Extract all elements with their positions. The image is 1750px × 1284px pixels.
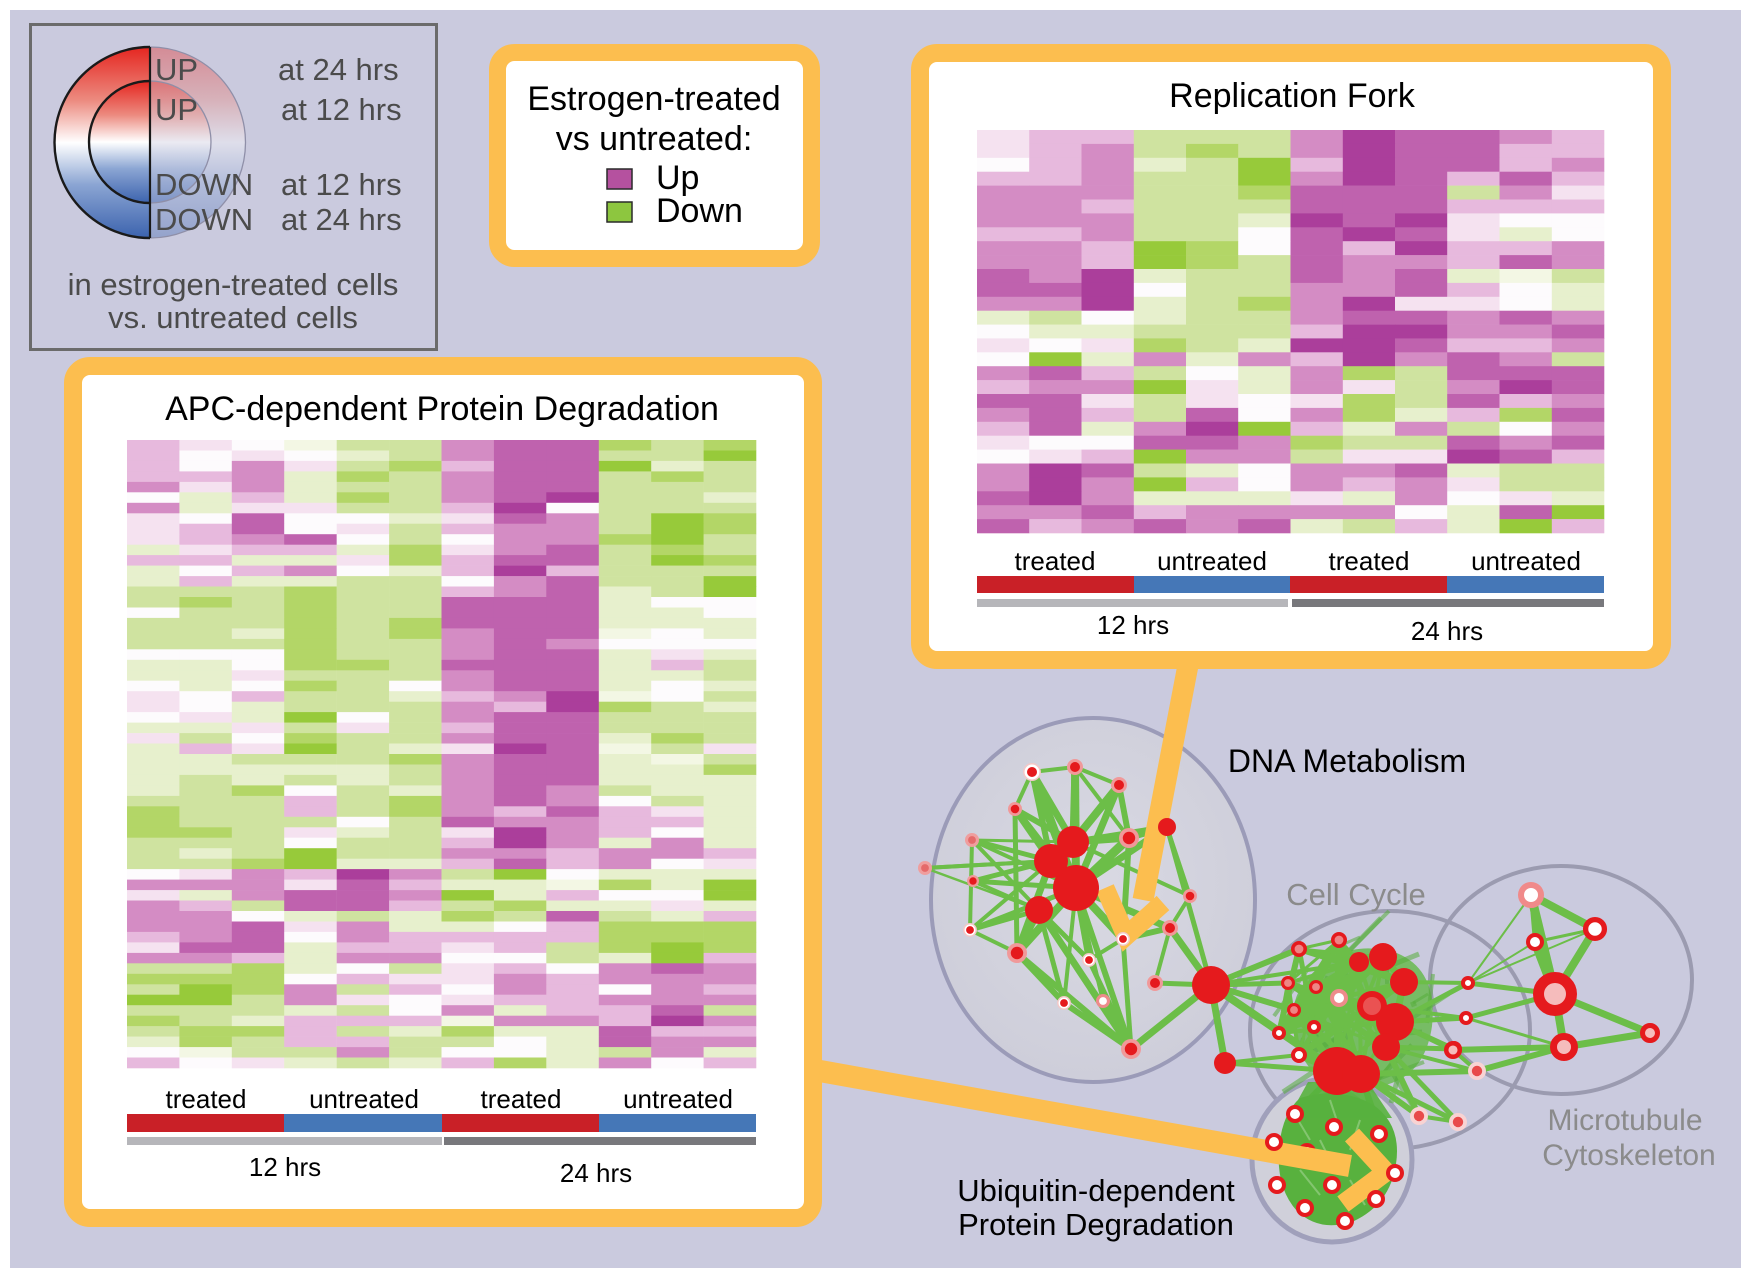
svg-text:treated: treated	[481, 1084, 562, 1114]
svg-text:12 hrs: 12 hrs	[249, 1152, 321, 1182]
svg-text:DNA Metabolism: DNA Metabolism	[1228, 743, 1466, 779]
svg-text:at 12 hrs: at 12 hrs	[281, 92, 402, 127]
svg-text:vs. untreated cells: vs. untreated cells	[108, 300, 358, 335]
svg-text:Cell Cycle: Cell Cycle	[1286, 877, 1426, 912]
svg-text:in estrogen-treated cells: in estrogen-treated cells	[68, 267, 399, 302]
svg-text:UP: UP	[155, 92, 198, 127]
svg-text:24 hrs: 24 hrs	[1411, 616, 1483, 646]
svg-text:12 hrs: 12 hrs	[1097, 610, 1169, 640]
svg-text:at 24 hrs: at 24 hrs	[278, 52, 399, 87]
svg-text:treated: treated	[166, 1084, 247, 1114]
svg-text:DOWN: DOWN	[155, 202, 253, 237]
svg-text:treated: treated	[1329, 546, 1410, 576]
svg-text:Estrogen-treated: Estrogen-treated	[527, 80, 780, 118]
svg-text:24 hrs: 24 hrs	[560, 1158, 632, 1188]
svg-text:Down: Down	[656, 192, 743, 230]
svg-text:DOWN: DOWN	[155, 167, 253, 202]
svg-text:treated: treated	[1015, 546, 1096, 576]
svg-text:Replication Fork: Replication Fork	[1169, 77, 1416, 115]
svg-text:at 12 hrs: at 12 hrs	[281, 167, 402, 202]
svg-text:Ubiquitin-dependent: Ubiquitin-dependent	[957, 1173, 1235, 1208]
svg-text:UP: UP	[155, 52, 198, 87]
svg-text:Cytoskeleton: Cytoskeleton	[1542, 1139, 1715, 1172]
svg-text:Up: Up	[656, 159, 699, 197]
svg-text:untreated: untreated	[1157, 546, 1267, 576]
svg-text:Protein Degradation: Protein Degradation	[958, 1207, 1234, 1242]
svg-text:APC-dependent Protein Degradat: APC-dependent Protein Degradation	[165, 390, 719, 428]
svg-text:untreated: untreated	[623, 1084, 733, 1114]
svg-text:untreated: untreated	[309, 1084, 419, 1114]
svg-text:vs untreated:: vs untreated:	[556, 120, 753, 158]
svg-text:at 24 hrs: at 24 hrs	[281, 202, 402, 237]
svg-text:Microtubule: Microtubule	[1547, 1104, 1702, 1137]
svg-text:untreated: untreated	[1471, 546, 1581, 576]
